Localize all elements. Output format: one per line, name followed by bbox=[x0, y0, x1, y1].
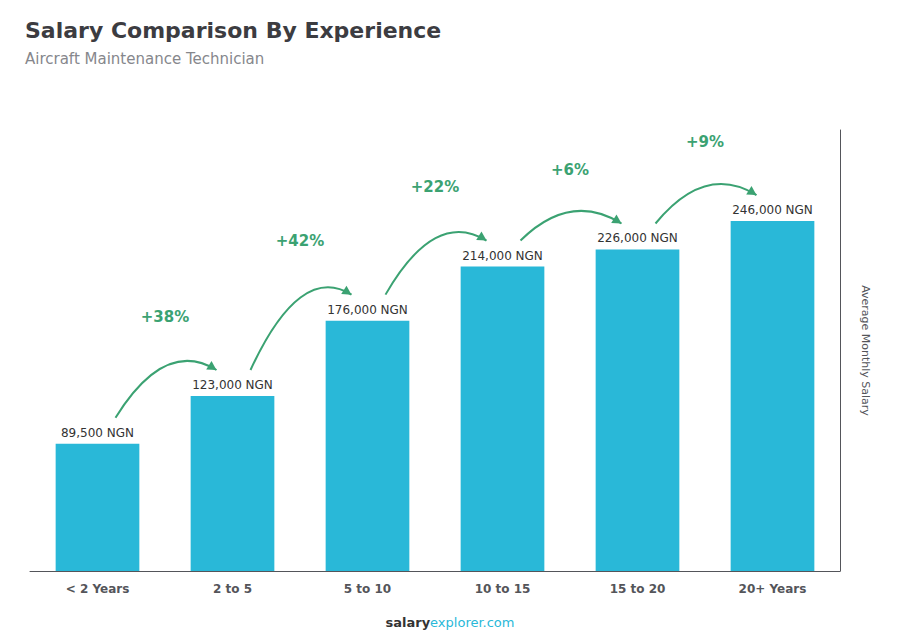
svg-text:176,000 NGN: 176,000 NGN bbox=[327, 303, 408, 317]
svg-text:15 to 20: 15 to 20 bbox=[610, 582, 666, 596]
svg-text:123,000 NGN: 123,000 NGN bbox=[192, 378, 273, 392]
svg-text:salary: salary bbox=[385, 615, 430, 630]
svg-text:89,500 NGN: 89,500 NGN bbox=[61, 426, 134, 440]
svg-text:explorer.com: explorer.com bbox=[430, 615, 514, 630]
svg-text:2 to 5: 2 to 5 bbox=[213, 582, 252, 596]
svg-text:+42%: +42% bbox=[276, 232, 324, 250]
svg-text:20+ Years: 20+ Years bbox=[739, 582, 807, 596]
svg-text:5 to 10: 5 to 10 bbox=[344, 582, 391, 596]
svg-text:214,000 NGN: 214,000 NGN bbox=[462, 249, 543, 263]
svg-text:226,000 NGN: 226,000 NGN bbox=[597, 231, 678, 245]
svg-text:Aircraft Maintenance Technicia: Aircraft Maintenance Technician bbox=[25, 50, 264, 68]
svg-text:< 2 Years: < 2 Years bbox=[66, 582, 130, 596]
svg-text:+38%: +38% bbox=[141, 308, 189, 326]
svg-text:+22%: +22% bbox=[411, 178, 459, 196]
svg-text:246,000 NGN: 246,000 NGN bbox=[732, 203, 813, 217]
svg-text:10 to 15: 10 to 15 bbox=[475, 582, 531, 596]
svg-text:+6%: +6% bbox=[551, 161, 589, 179]
svg-text:Average Monthly Salary: Average Monthly Salary bbox=[859, 285, 872, 416]
svg-text:Salary Comparison By Experienc: Salary Comparison By Experience bbox=[25, 18, 441, 43]
svg-text:+9%: +9% bbox=[686, 133, 724, 151]
